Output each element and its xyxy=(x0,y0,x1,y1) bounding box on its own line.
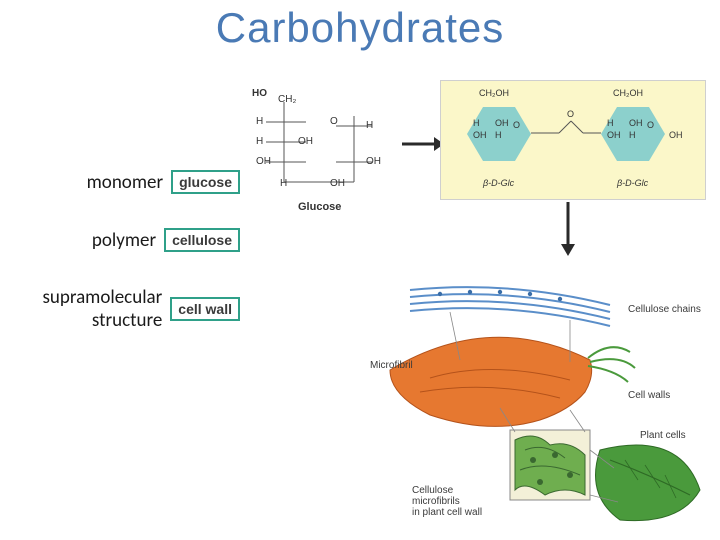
row-supra: supramolecular structure cell wall xyxy=(0,286,240,332)
carrot-icon xyxy=(390,337,635,426)
glucose-bonds xyxy=(238,86,418,206)
box-glucose: glucose xyxy=(171,170,240,194)
label-monomer: monomer xyxy=(87,171,163,194)
glc-left-caption: β-D-Glc xyxy=(483,179,514,189)
atom-h3: H xyxy=(256,136,263,147)
atom-h1: H xyxy=(256,116,263,127)
box-cellulose: cellulose xyxy=(164,228,240,252)
svg-text:O: O xyxy=(567,109,574,119)
dimer-ch2oh-r: CH₂OH xyxy=(613,89,643,99)
cellulose-chains xyxy=(410,287,610,326)
label-supra: supramolecular structure xyxy=(42,286,162,332)
label-plantcells: Plant cells xyxy=(640,430,686,441)
atom-h2: H xyxy=(366,120,373,131)
dimer-bonds: O xyxy=(441,81,707,201)
dimer-o-r: O xyxy=(647,121,654,131)
row-monomer: monomer glucose xyxy=(0,170,240,194)
dimer-oh-r3: OH xyxy=(669,131,683,141)
dimer-oh-l2: OH xyxy=(495,119,509,129)
dimer-h-r1: H xyxy=(607,119,614,129)
atom-oh1: OH xyxy=(298,136,313,147)
glucose-structure: HO CH₂ H H OH OH O H OH OH H Glucose xyxy=(238,86,418,216)
dimer-o-l: O xyxy=(513,121,520,131)
atom-oh3: OH xyxy=(330,178,345,189)
label-cellwalls: Cell walls xyxy=(628,390,670,401)
arrow-to-supra-icon xyxy=(556,200,580,256)
atom-oh2: OH xyxy=(366,156,381,167)
atom-o: O xyxy=(330,116,338,127)
label-leaf: Cellulose microfibrils in plant cell wal… xyxy=(412,485,482,518)
atom-h4: H xyxy=(280,178,287,189)
atom-ho: HO xyxy=(252,88,267,99)
box-cellwall: cell wall xyxy=(170,297,240,321)
dimer-oh-r1: OH xyxy=(607,131,621,141)
cellwall-inset xyxy=(510,430,590,500)
page-title: Carbohydrates xyxy=(0,4,720,52)
dimer-h-l2: H xyxy=(495,131,502,141)
label-chains: Cellulose chains xyxy=(628,304,701,315)
label-polymer: polymer xyxy=(92,229,156,252)
arrow-to-dimer-icon xyxy=(400,132,444,156)
glucose-caption: Glucose xyxy=(298,201,341,213)
dimer-oh-r2: OH xyxy=(629,119,643,129)
hierarchy-labels: monomer glucose polymer cellulose supram… xyxy=(0,170,240,366)
dimer-panel: O CH₂OH CH₂OH H OH OH H O H OH OH H O OH… xyxy=(440,80,706,200)
leaf-icon xyxy=(596,445,701,521)
glc-right-caption: β-D-Glc xyxy=(617,179,648,189)
atom-ch2: CH₂ xyxy=(278,94,296,105)
atom-oh4: OH xyxy=(256,156,271,167)
dimer-oh-l1: OH xyxy=(473,131,487,141)
dimer-h-l1: H xyxy=(473,119,480,129)
dimer-h-r2: H xyxy=(629,131,636,141)
label-microfibril: Microfibril xyxy=(370,360,413,371)
supra-panel: Cellulose chains Microfibril Cell walls … xyxy=(370,280,710,530)
row-polymer: polymer cellulose xyxy=(0,228,240,252)
dimer-ch2oh-l: CH₂OH xyxy=(479,89,509,99)
